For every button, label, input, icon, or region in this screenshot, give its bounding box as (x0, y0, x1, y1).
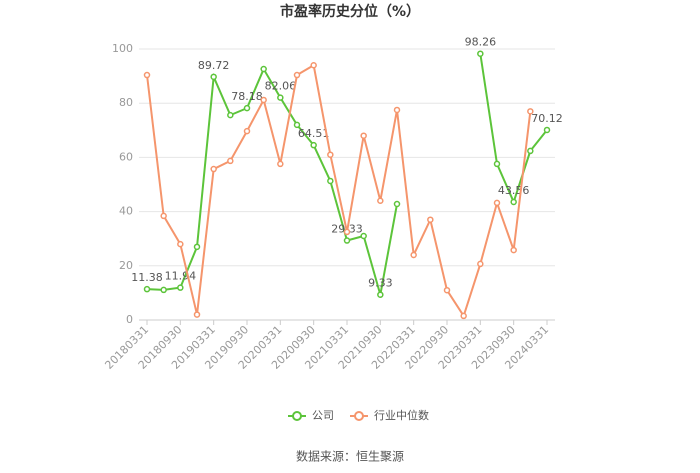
series-line (146, 63, 532, 319)
data-point (277, 160, 284, 168)
y-tick-label: 60 (119, 150, 133, 163)
data-point (260, 96, 267, 104)
data-point (310, 141, 317, 149)
data-point (360, 232, 367, 240)
data-point (377, 197, 384, 205)
data-point (227, 157, 234, 165)
data-point (543, 126, 551, 134)
data-point (343, 237, 351, 244)
legend-marker (354, 411, 364, 421)
data-label: 64.51 (298, 127, 330, 140)
data-point (510, 198, 517, 206)
data-point (143, 71, 151, 79)
data-point (493, 160, 501, 168)
data-label: 11.94 (165, 270, 197, 283)
data-point (210, 165, 217, 173)
data-point (343, 228, 351, 236)
data-point (293, 121, 301, 129)
data-point (177, 240, 184, 248)
data-point (227, 111, 234, 119)
y-tick-label: 100 (112, 42, 133, 55)
y-tick-label: 80 (119, 96, 133, 109)
data-label: 98.26 (465, 36, 497, 49)
data-point (410, 251, 417, 259)
data-point (293, 71, 301, 79)
data-label: 82.06 (265, 80, 297, 93)
data-point (160, 212, 167, 220)
data-point (360, 132, 367, 139)
data-point (460, 312, 467, 320)
data-point (427, 216, 434, 223)
data-label: 11.38 (131, 271, 163, 284)
data-label: 70.12 (531, 112, 563, 125)
data-label: 89.72 (198, 59, 230, 72)
data-point (193, 243, 201, 251)
series-line (479, 53, 548, 205)
data-label: 78.18 (231, 90, 263, 103)
data-point (193, 311, 201, 318)
y-tick-label: 0 (126, 313, 133, 326)
y-tick-label: 40 (119, 205, 133, 218)
legend-label: 行业中位数 (374, 408, 429, 422)
data-point (260, 65, 267, 73)
data-point (477, 260, 484, 268)
data-point (243, 104, 251, 112)
data-point (377, 291, 384, 298)
data-point (160, 286, 167, 294)
source: 数据来源：恒生聚源 (296, 449, 404, 464)
data-point (527, 108, 534, 115)
data-point (393, 200, 401, 208)
data-point (443, 286, 451, 294)
data-point (510, 246, 517, 254)
data-point (477, 50, 484, 57)
legend-marker (292, 411, 302, 421)
data-label: 9.33 (368, 277, 393, 290)
data-point (310, 62, 317, 69)
data-point (327, 151, 334, 158)
data-point (177, 284, 184, 291)
data-point (210, 73, 217, 81)
data-point (393, 106, 401, 114)
chart-title: 市盈率历史分位（%） (280, 3, 420, 20)
data-point (527, 147, 534, 155)
series-line (146, 66, 398, 295)
y-tick-label: 20 (119, 259, 133, 272)
data-point (327, 177, 334, 185)
data-point (243, 127, 251, 135)
data-point (277, 94, 284, 101)
legend-label: 公司 (312, 409, 334, 422)
data-point (143, 285, 151, 293)
data-point (493, 199, 501, 207)
data-label: 43.56 (498, 184, 530, 197)
